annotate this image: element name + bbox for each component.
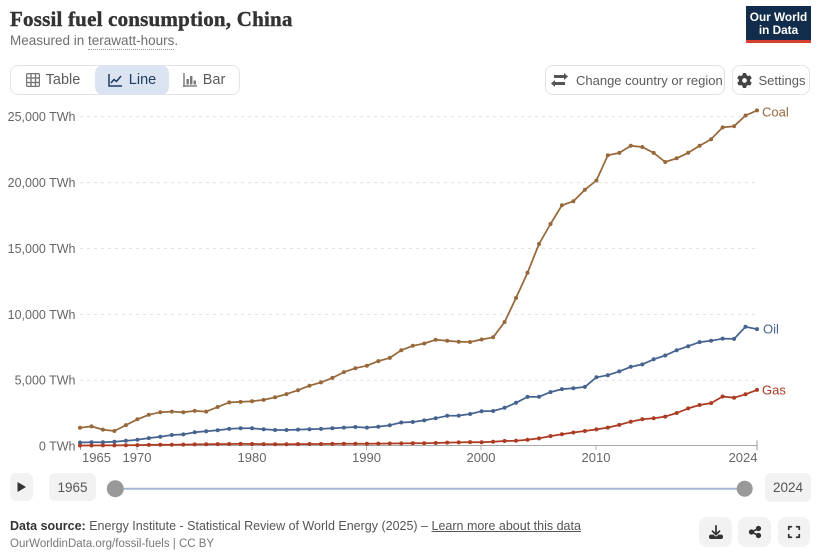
svg-text:2010: 2010 <box>582 450 611 465</box>
svg-text:0 TWh: 0 TWh <box>39 440 76 454</box>
svg-text:10,000 TWh: 10,000 TWh <box>8 308 76 322</box>
svg-text:5,000 TWh: 5,000 TWh <box>15 374 76 388</box>
svg-text:1965: 1965 <box>82 450 111 465</box>
svg-text:1970: 1970 <box>123 450 152 465</box>
svg-text:Gas: Gas <box>762 383 786 398</box>
svg-text:1990: 1990 <box>352 450 381 465</box>
svg-text:25,000 TWh: 25,000 TWh <box>8 110 76 124</box>
svg-text:Coal: Coal <box>762 105 789 120</box>
svg-text:20,000 TWh: 20,000 TWh <box>8 176 76 190</box>
svg-text:2024: 2024 <box>729 450 758 465</box>
svg-text:15,000 TWh: 15,000 TWh <box>8 242 76 256</box>
svg-text:1980: 1980 <box>238 450 267 465</box>
svg-text:Oil: Oil <box>763 322 779 337</box>
svg-text:2000: 2000 <box>467 450 496 465</box>
